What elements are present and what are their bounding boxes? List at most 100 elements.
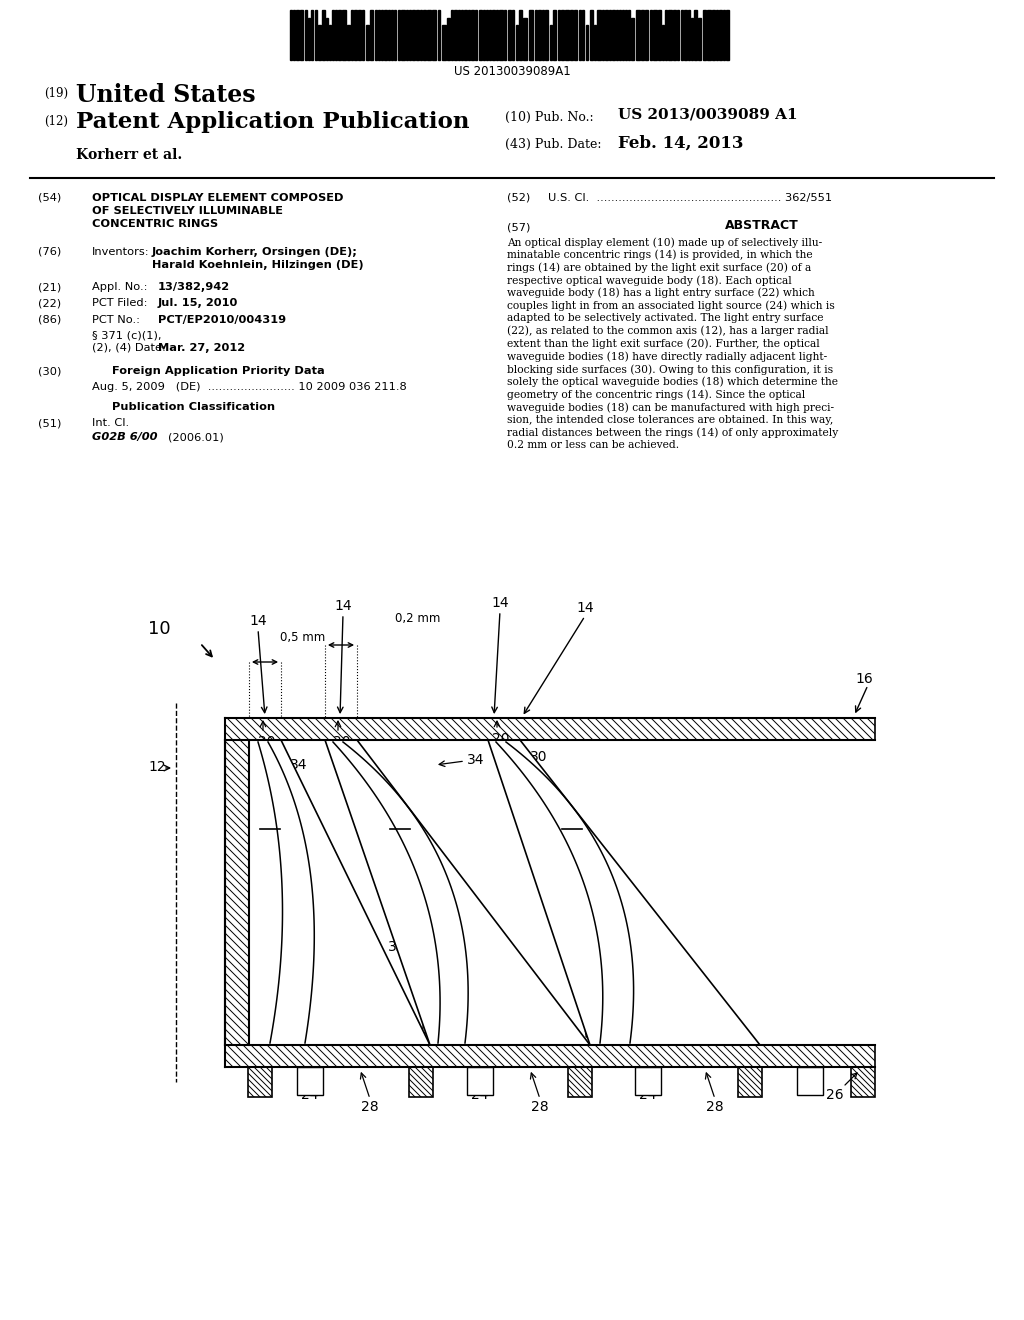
Bar xyxy=(636,11,640,59)
Bar xyxy=(622,11,624,59)
Bar xyxy=(338,11,341,59)
Text: (54): (54) xyxy=(38,193,61,203)
Text: 14: 14 xyxy=(334,599,352,612)
Text: (22): (22) xyxy=(38,298,61,308)
Polygon shape xyxy=(325,741,590,1045)
Bar xyxy=(499,11,503,59)
Text: 34: 34 xyxy=(290,758,307,772)
Bar xyxy=(703,11,706,59)
Text: Aug. 5, 2009   (DE)  ........................ 10 2009 036 211.8: Aug. 5, 2009 (DE) ......................… xyxy=(92,381,407,392)
Text: 24: 24 xyxy=(639,1088,656,1102)
Bar xyxy=(688,11,690,59)
Text: An optical display element (10) made up of selectively illu-: An optical display element (10) made up … xyxy=(507,238,822,248)
Bar xyxy=(248,1067,272,1097)
Text: PCT No.:: PCT No.: xyxy=(92,315,140,325)
Text: radial distances between the rings (14) of only approximately: radial distances between the rings (14) … xyxy=(507,428,839,438)
Bar xyxy=(409,1067,433,1097)
Bar xyxy=(681,11,683,59)
Bar xyxy=(290,11,292,59)
Bar xyxy=(612,11,615,59)
Bar xyxy=(409,11,411,59)
Text: 0,5 mm: 0,5 mm xyxy=(280,631,326,644)
Text: 20: 20 xyxy=(492,733,510,746)
Bar xyxy=(416,11,419,59)
Text: Foreign Application Priority Data: Foreign Application Priority Data xyxy=(112,366,325,376)
Bar xyxy=(398,11,400,59)
Bar xyxy=(716,11,718,59)
Bar xyxy=(362,11,364,59)
Bar xyxy=(550,25,552,59)
Text: (2006.01): (2006.01) xyxy=(168,432,224,442)
Bar xyxy=(225,718,874,741)
Text: Int. Cl.: Int. Cl. xyxy=(92,418,129,428)
Text: 28: 28 xyxy=(531,1100,549,1114)
Bar xyxy=(625,11,627,59)
Bar xyxy=(529,11,534,59)
Text: (57): (57) xyxy=(507,222,530,232)
Text: Appl. No.:: Appl. No.: xyxy=(92,282,147,292)
Text: OF SELECTIVELY ILLUMINABLE: OF SELECTIVELY ILLUMINABLE xyxy=(92,206,283,216)
Bar xyxy=(851,1067,874,1097)
Bar xyxy=(691,17,693,59)
Bar xyxy=(305,11,307,59)
Text: 34: 34 xyxy=(467,752,484,767)
Bar xyxy=(618,11,621,59)
Text: rings (14) are obtained by the light exit surface (20) of a: rings (14) are obtained by the light exi… xyxy=(507,263,811,273)
Bar xyxy=(370,11,373,59)
Text: 30: 30 xyxy=(352,758,370,772)
Text: (22), as related to the common axis (12), has a larger radial: (22), as related to the common axis (12)… xyxy=(507,326,828,337)
Text: Korherr et al.: Korherr et al. xyxy=(76,148,182,162)
Bar xyxy=(694,11,697,59)
Text: 10: 10 xyxy=(148,620,171,638)
Bar xyxy=(388,11,390,59)
Bar xyxy=(712,11,715,59)
Bar xyxy=(516,25,518,59)
Text: 32: 32 xyxy=(388,940,406,954)
Bar xyxy=(570,11,573,59)
Bar xyxy=(461,11,463,59)
Bar xyxy=(489,11,490,59)
Bar xyxy=(707,11,711,59)
Text: Joachim Korherr, Orsingen (DE);: Joachim Korherr, Orsingen (DE); xyxy=(152,247,357,257)
Bar xyxy=(347,25,350,59)
Text: 22: 22 xyxy=(449,935,466,949)
Bar xyxy=(326,17,328,59)
Text: 28: 28 xyxy=(707,1100,724,1114)
Bar xyxy=(492,11,495,59)
Bar xyxy=(590,11,593,59)
Bar xyxy=(616,11,618,59)
Bar xyxy=(665,11,667,59)
Text: 18: 18 xyxy=(391,814,409,829)
Bar xyxy=(496,11,498,59)
Bar xyxy=(650,11,652,59)
Bar xyxy=(602,11,604,59)
Bar xyxy=(631,17,634,59)
Text: US 2013/0039089 A1: US 2013/0039089 A1 xyxy=(618,108,798,121)
Bar xyxy=(797,1067,823,1096)
Polygon shape xyxy=(249,741,430,1045)
Bar xyxy=(381,11,383,59)
Text: couples light in from an associated light source (24) which is: couples light in from an associated ligh… xyxy=(507,301,835,312)
Text: (2), (4) Date:: (2), (4) Date: xyxy=(92,343,166,352)
Bar xyxy=(447,17,450,59)
Bar xyxy=(420,11,422,59)
Bar xyxy=(475,11,477,59)
Bar xyxy=(635,1067,662,1096)
Bar xyxy=(442,25,446,59)
Bar xyxy=(438,11,440,59)
Text: 18: 18 xyxy=(261,814,279,829)
Text: (21): (21) xyxy=(38,282,61,292)
Polygon shape xyxy=(488,741,760,1045)
Bar xyxy=(586,25,588,59)
Text: 18: 18 xyxy=(563,814,581,829)
Bar xyxy=(535,11,537,59)
Bar xyxy=(332,11,334,59)
Text: 22: 22 xyxy=(287,939,304,952)
Bar xyxy=(308,17,310,59)
Text: extent than the light exit surface (20). Further, the optical: extent than the light exit surface (20).… xyxy=(507,339,820,350)
Bar xyxy=(684,11,687,59)
Bar xyxy=(423,11,426,59)
Bar xyxy=(293,11,295,59)
Bar xyxy=(553,11,556,59)
Text: (12): (12) xyxy=(44,115,68,128)
